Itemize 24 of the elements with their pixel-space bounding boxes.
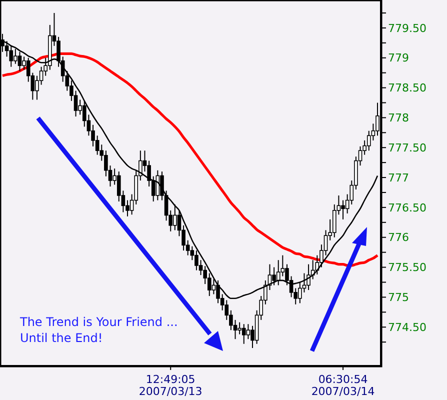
candlestick <box>280 254 285 277</box>
y-tick-label: 775 <box>388 291 409 304</box>
candlestick <box>242 324 246 344</box>
candlestick <box>207 272 212 296</box>
y-tick-label: 777 <box>388 171 409 184</box>
candlestick <box>18 51 22 72</box>
annotation: The Trend is Your Friend ... Until the End! <box>19 315 178 345</box>
y-tick-label: 778 <box>388 112 409 125</box>
y-tick-label: 774.50 <box>388 320 426 334</box>
y-tick-label: 776.50 <box>388 201 426 214</box>
candlestick <box>246 324 250 340</box>
x-tick-label: 12:49:05 2007/03/13 <box>138 373 202 398</box>
candlestick <box>91 124 95 147</box>
candlestick <box>341 200 345 220</box>
y-tick-label: 779.50 <box>388 22 426 35</box>
candlestick <box>212 278 216 295</box>
y-tick-label: 776 <box>388 231 409 244</box>
y-tick-label: 778.50 <box>388 82 426 95</box>
y-tick-label: 777.50 <box>388 141 426 154</box>
x-tick-label: 06:30:54 2007/03/14 <box>311 373 375 398</box>
y-tick-label: 779 <box>388 52 409 65</box>
candlestick <box>276 260 280 286</box>
candlestick <box>9 45 14 68</box>
y-tick-label: 775.50 <box>388 261 426 274</box>
